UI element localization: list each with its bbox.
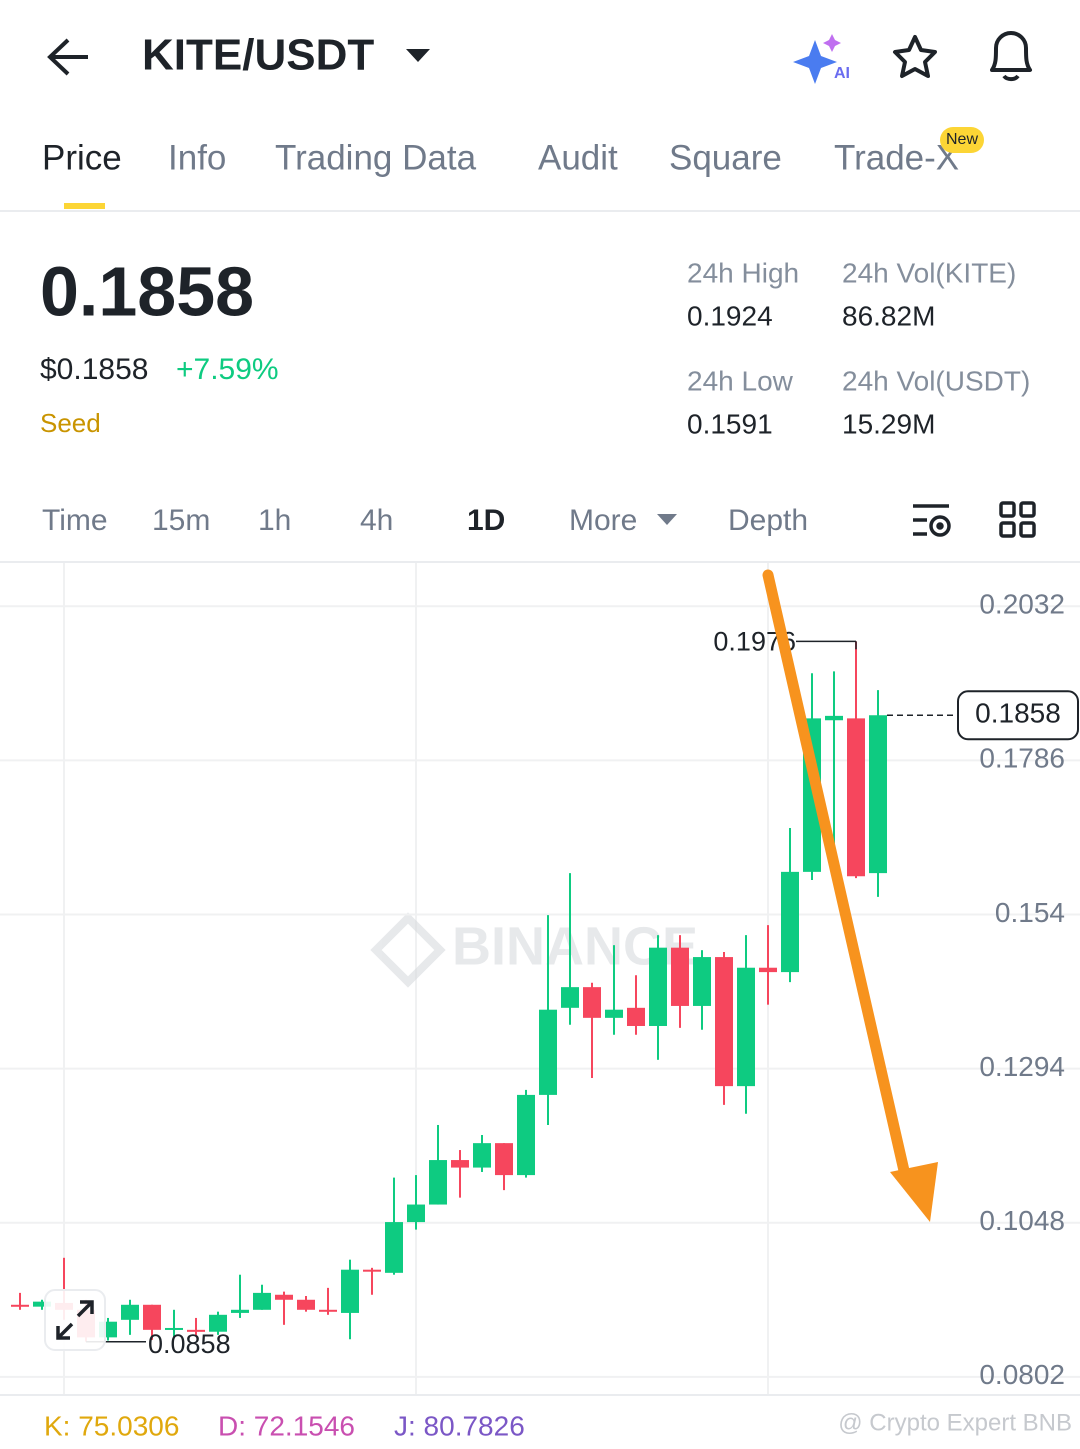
stat-label: 24h High	[687, 257, 799, 288]
candle-body	[605, 1009, 623, 1018]
usd-price: $0.1858	[40, 353, 148, 386]
candle-body	[671, 947, 689, 1006]
tab[interactable]: Trading Data	[275, 138, 477, 177]
more-dropdown[interactable]	[657, 514, 677, 525]
favorite-button[interactable]	[893, 35, 937, 78]
candle-body	[385, 1222, 403, 1273]
candle-body	[143, 1304, 161, 1330]
candle-body	[627, 1007, 645, 1026]
pair-dropdown[interactable]	[406, 49, 430, 62]
candle-body	[869, 715, 887, 874]
seed-tag[interactable]: Seed	[40, 408, 101, 438]
candle-body	[517, 1094, 535, 1176]
tab[interactable]: Info	[168, 138, 226, 177]
candle-body	[495, 1143, 513, 1176]
indicator-settings[interactable]	[913, 504, 951, 537]
pair-title[interactable]: KITE/USDT	[142, 31, 374, 80]
y-tick-label: 0.1294	[979, 1051, 1065, 1082]
indicator-k: K: 75.0306	[44, 1410, 179, 1441]
svg-text:AI: AI	[834, 65, 850, 82]
stat-value: 0.1924	[687, 300, 773, 331]
candle-body	[825, 715, 843, 721]
stat-value: 0.1591	[687, 408, 773, 439]
tab[interactable]: Trade-X	[834, 138, 959, 177]
candle-body	[297, 1299, 315, 1310]
stat-value: 86.82M	[842, 300, 935, 331]
candle-body	[319, 1309, 337, 1312]
y-tick-label: 0.1048	[979, 1205, 1065, 1236]
candle-body	[33, 1301, 51, 1307]
candle-body	[429, 1160, 447, 1205]
indicator-d: D: 72.1546	[218, 1410, 355, 1441]
candle-body	[407, 1204, 425, 1223]
y-tick-label: 0.1786	[979, 743, 1065, 774]
candle-body	[451, 1160, 469, 1168]
tab[interactable]: Audit	[538, 138, 618, 177]
stat-label: 24h Vol(USDT)	[842, 365, 1030, 396]
candle-body	[759, 967, 777, 973]
new-badge	[940, 127, 984, 153]
credit: @ Crypto Expert BNB	[838, 1409, 1072, 1436]
candle-body	[649, 947, 667, 1026]
candle-body	[121, 1304, 139, 1320]
alert-button[interactable]	[990, 31, 1032, 82]
expand-button[interactable]	[44, 1289, 106, 1351]
y-tick-label: 0.154	[995, 897, 1065, 928]
candle-body	[715, 957, 733, 1087]
current-price-box	[957, 690, 1079, 741]
candle-body	[847, 718, 865, 877]
interval[interactable]: 15m	[152, 504, 210, 537]
stat-label: 24h Vol(KITE)	[842, 257, 1016, 288]
tab[interactable]: Price	[42, 138, 122, 177]
back-button[interactable]	[47, 38, 88, 76]
interval[interactable]: 1h	[258, 504, 291, 537]
interval[interactable]: 1D	[467, 504, 505, 537]
candle-body	[275, 1294, 293, 1300]
annotation-arrow	[762, 569, 938, 1222]
tab-underline	[64, 203, 105, 209]
candle-body	[781, 871, 799, 973]
indicator-j: J: 80.7826	[394, 1410, 525, 1441]
candle-body	[231, 1309, 249, 1313]
y-tick-label: 0.2032	[979, 589, 1065, 620]
candle-body	[561, 987, 579, 1008]
y-tick-label: 0.0802	[979, 1359, 1065, 1390]
last-price: 0.1858	[40, 252, 254, 330]
new-badge-text: New	[946, 131, 978, 148]
candle-body	[187, 1329, 205, 1332]
candle-body	[11, 1304, 29, 1307]
candle-body	[473, 1143, 491, 1168]
layout-button[interactable]	[999, 501, 1036, 538]
stat-label: 24h Low	[687, 365, 794, 396]
tab[interactable]: Square	[669, 138, 782, 177]
candle-body	[583, 987, 601, 1018]
interval[interactable]: 4h	[360, 504, 393, 537]
interval[interactable]: Time	[42, 504, 108, 537]
candle-body	[737, 967, 755, 1087]
candle-body	[539, 1009, 557, 1095]
stat-value: 15.29M	[842, 408, 935, 439]
candle-body	[693, 957, 711, 1006]
candle-body	[209, 1314, 227, 1332]
interval[interactable]: More	[569, 504, 637, 537]
candle-body	[341, 1269, 359, 1313]
candle-body	[253, 1292, 271, 1310]
candle-body	[165, 1327, 183, 1330]
ai-button[interactable]: AI	[793, 34, 850, 84]
current-price-label: 0.1858	[975, 698, 1061, 729]
price-change: +7.59%	[176, 353, 279, 386]
interval[interactable]: Depth	[728, 504, 808, 537]
min-label: 0.0858	[148, 1329, 231, 1359]
candle-body	[363, 1269, 381, 1272]
